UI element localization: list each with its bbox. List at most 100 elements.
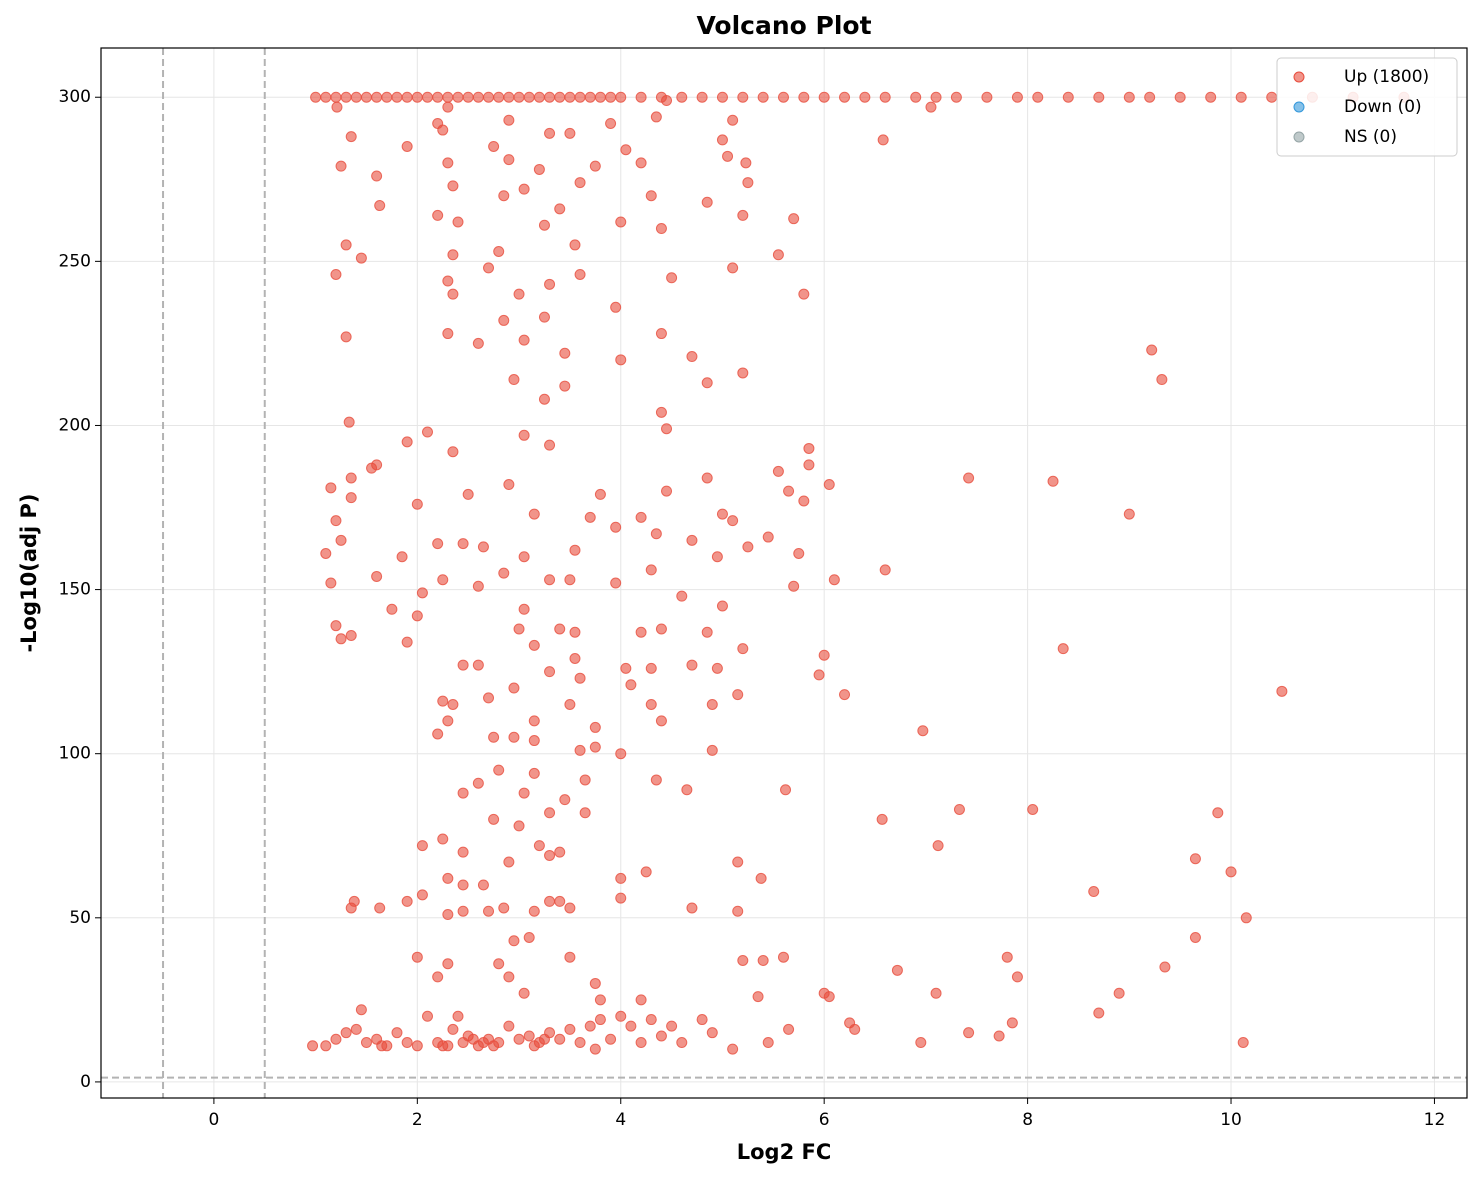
point — [650, 528, 662, 540]
x-tick-label: 0 — [208, 1110, 219, 1130]
point — [325, 577, 337, 589]
point — [574, 91, 586, 103]
point — [676, 590, 688, 602]
point — [579, 774, 591, 786]
point — [493, 91, 505, 103]
point — [732, 856, 744, 868]
point — [559, 347, 571, 359]
point — [879, 564, 891, 576]
point — [574, 268, 586, 280]
point — [331, 101, 343, 113]
point — [993, 1030, 1005, 1042]
point — [533, 163, 545, 175]
point — [1205, 91, 1217, 103]
point — [544, 895, 556, 907]
point — [876, 813, 888, 825]
point — [757, 91, 769, 103]
point — [1093, 91, 1105, 103]
point — [416, 840, 428, 852]
point — [467, 1033, 479, 1045]
point — [716, 91, 728, 103]
point — [442, 275, 454, 287]
point — [411, 91, 423, 103]
point — [661, 423, 673, 435]
point — [615, 892, 627, 904]
point — [1144, 91, 1156, 103]
point — [772, 249, 784, 261]
point — [528, 508, 540, 520]
point — [421, 91, 433, 103]
point — [447, 249, 459, 261]
point — [411, 498, 423, 510]
point — [701, 196, 713, 208]
point — [472, 337, 484, 349]
point — [610, 301, 622, 313]
point — [661, 95, 673, 107]
point — [732, 905, 744, 917]
point — [696, 1014, 708, 1026]
point — [1237, 1037, 1249, 1049]
point — [762, 1037, 774, 1049]
point — [686, 902, 698, 914]
point — [1276, 685, 1288, 697]
point — [554, 895, 566, 907]
point — [849, 1023, 861, 1035]
point — [574, 1037, 586, 1049]
point — [783, 485, 795, 497]
point — [701, 626, 713, 638]
point — [798, 495, 810, 507]
point — [803, 459, 815, 471]
point — [910, 91, 922, 103]
point — [544, 127, 556, 139]
point — [488, 813, 500, 825]
point — [706, 744, 718, 756]
point — [610, 577, 622, 589]
point — [498, 314, 510, 326]
point — [508, 935, 520, 947]
point — [421, 1010, 433, 1022]
point — [513, 91, 525, 103]
point — [544, 91, 556, 103]
point — [1123, 91, 1135, 103]
point — [762, 531, 774, 543]
point — [732, 689, 744, 701]
point — [503, 114, 515, 126]
point — [737, 209, 749, 221]
point — [498, 902, 510, 914]
point — [457, 659, 469, 671]
point — [345, 472, 357, 484]
point — [645, 190, 657, 202]
point — [772, 465, 784, 477]
point — [655, 715, 667, 727]
point — [589, 160, 601, 172]
legend-marker — [1293, 131, 1305, 143]
point — [915, 1037, 927, 1049]
point — [457, 905, 469, 917]
point — [310, 91, 322, 103]
point — [706, 1027, 718, 1039]
point — [1156, 374, 1168, 386]
point — [432, 538, 444, 550]
point — [498, 190, 510, 202]
point — [584, 1020, 596, 1032]
point — [396, 551, 408, 563]
point — [574, 744, 586, 756]
point — [513, 820, 525, 832]
point — [655, 406, 667, 418]
point — [401, 636, 413, 648]
point — [345, 630, 357, 642]
point — [645, 1014, 657, 1026]
legend-marker — [1293, 101, 1305, 113]
point — [1006, 1017, 1018, 1029]
point — [528, 715, 540, 727]
point — [727, 1043, 739, 1055]
point — [1027, 803, 1039, 815]
point — [742, 177, 754, 189]
point — [686, 534, 698, 546]
point — [930, 91, 942, 103]
point — [564, 127, 576, 139]
point — [1093, 1007, 1105, 1019]
point — [340, 239, 352, 251]
point — [610, 521, 622, 533]
